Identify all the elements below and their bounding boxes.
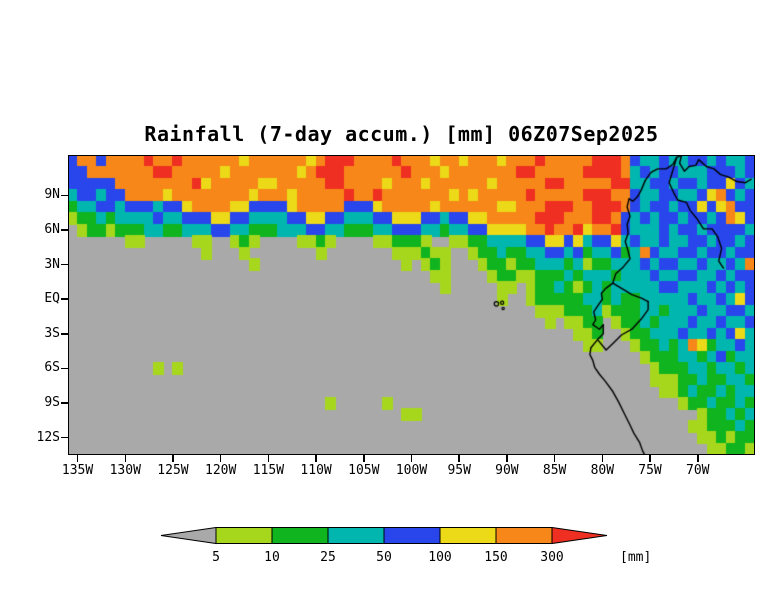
- lon-tick-mark: [219, 455, 222, 462]
- lat-tick-label: 3S: [44, 325, 60, 341]
- colorbar-segment: [327, 527, 385, 544]
- colorbar-segment: [383, 527, 441, 544]
- colorbar-unit-label: [mm]: [620, 550, 651, 565]
- lon-tick-mark: [76, 455, 79, 462]
- lat-tick-mark: [61, 333, 68, 335]
- lon-tick-mark: [506, 455, 508, 462]
- lat-tick-label: 12S: [36, 429, 60, 445]
- lon-tick-label: 95W: [447, 463, 471, 478]
- rainfall-field-canvas: [68, 155, 755, 455]
- colorbar-segment: [439, 527, 497, 544]
- lon-tick-label: 115W: [252, 463, 285, 478]
- lon-tick-mark: [697, 455, 699, 462]
- lon-tick-label: 105W: [348, 463, 380, 478]
- lon-tick-mark: [124, 455, 126, 462]
- colorbar-label: 10: [264, 550, 280, 565]
- lon-tick-label: 80W: [590, 463, 615, 478]
- lon-tick-mark: [267, 455, 270, 462]
- colorbar-segment: [495, 527, 553, 544]
- colorbar-segment: [215, 527, 273, 544]
- lat-tick-label: EQ: [44, 291, 60, 307]
- lat-tick-mark: [61, 436, 68, 439]
- lat-tick-label: 6S: [44, 360, 60, 376]
- lon-tick-mark: [458, 455, 460, 462]
- colorbar-arrow-high: [551, 526, 608, 545]
- lat-tick-mark: [61, 367, 68, 370]
- lon-tick-label: 85W: [542, 463, 567, 478]
- lon-tick-label: 100W: [395, 463, 428, 478]
- lon-tick-mark: [553, 455, 556, 462]
- colorbar-label: 25: [320, 550, 336, 565]
- lon-tick-label: 135W: [61, 463, 94, 478]
- lon-tick-label: 70W: [686, 463, 710, 478]
- lon-tick-mark: [315, 455, 317, 462]
- lon-tick-label: 125W: [157, 463, 189, 478]
- chart-title: Rainfall (7-day accum.) [mm] 06Z07Sep202…: [144, 122, 659, 146]
- colorbar-label: 300: [540, 550, 563, 565]
- lat-tick-mark: [61, 229, 68, 231]
- lon-tick-mark: [363, 455, 365, 462]
- lon-tick-label: 110W: [300, 463, 332, 478]
- lon-tick-mark: [172, 455, 174, 462]
- lat-tick-label: 6N: [44, 222, 60, 237]
- colorbar-arrow-low: [160, 526, 217, 545]
- colorbar-segment: [271, 527, 329, 544]
- lon-tick-mark: [410, 455, 413, 462]
- colorbar-label: 5: [212, 550, 220, 565]
- lon-tick-label: 120W: [205, 463, 237, 478]
- lat-tick-mark: [61, 263, 68, 266]
- lat-tick-mark: [61, 194, 68, 197]
- lon-tick-label: 130W: [109, 463, 141, 478]
- lat-tick-label: 9S: [44, 395, 60, 411]
- lat-tick-label: 9N: [44, 187, 60, 203]
- colorbar-svg: 5 10 25 50 100 150 300 [mm]: [160, 526, 651, 565]
- colorbar-label: 50: [376, 550, 392, 565]
- lat-tick-label: 3N: [44, 256, 60, 272]
- colorbar-label: 150: [484, 550, 507, 565]
- lon-tick-mark: [601, 455, 604, 462]
- lon-tick-label: 75W: [638, 463, 662, 478]
- lon-tick-label: 90W: [495, 463, 519, 478]
- lat-tick-mark: [61, 298, 68, 300]
- lon-tick-mark: [649, 455, 651, 462]
- lat-tick-mark: [61, 402, 68, 404]
- colorbar: 5 10 25 50 100 150 300 [mm]: [160, 526, 680, 575]
- colorbar-label: 100: [428, 550, 451, 565]
